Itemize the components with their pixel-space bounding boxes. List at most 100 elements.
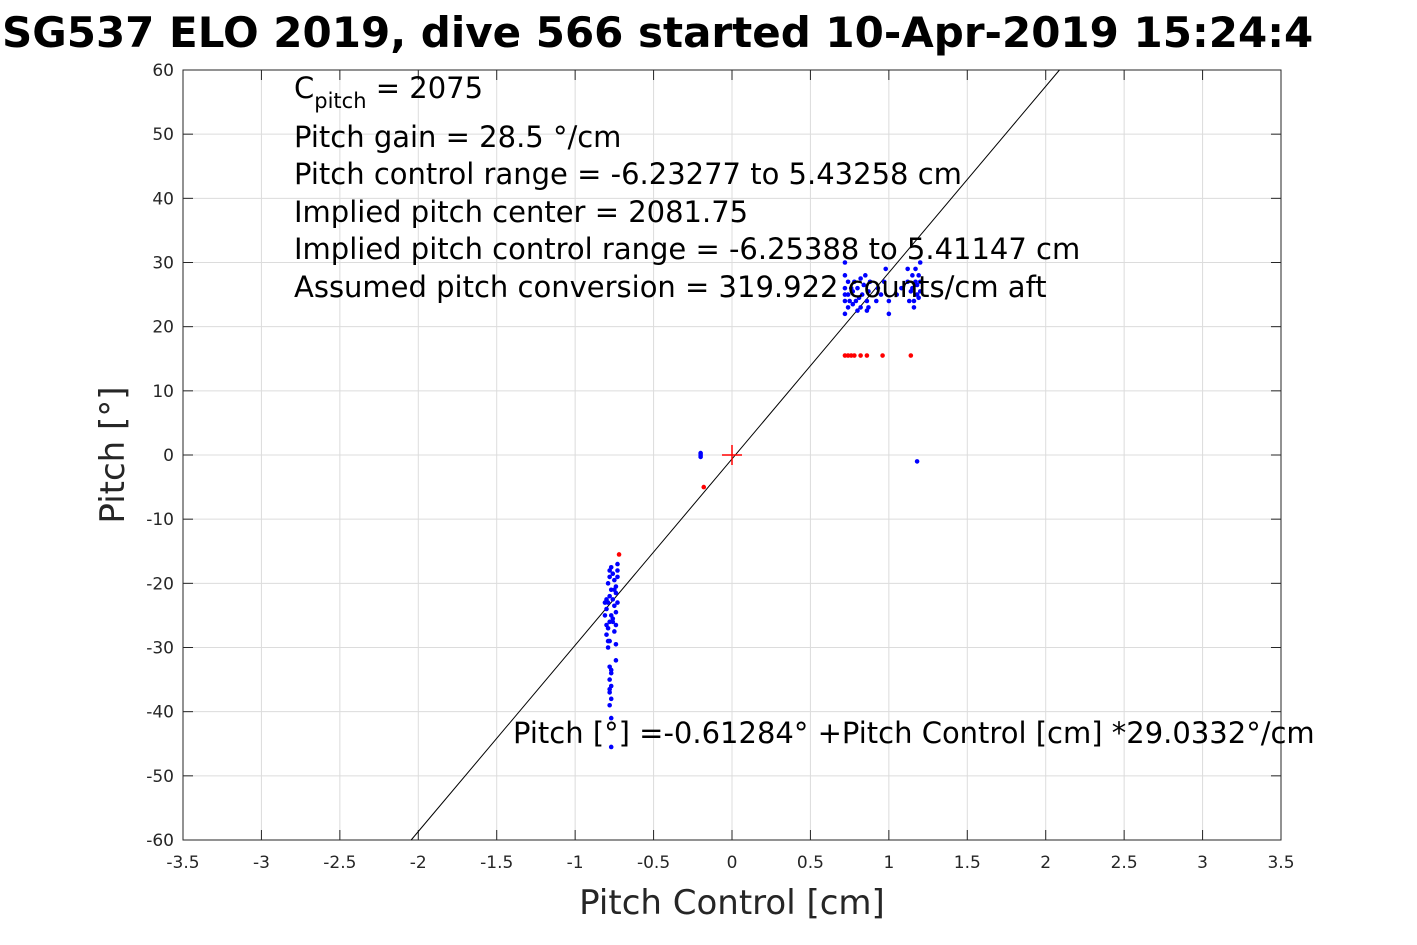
c-pitch-annotation: Cpitch = 2075 (294, 71, 483, 113)
data-point-blue (602, 613, 608, 618)
data-point-blue (613, 609, 619, 615)
x-tick-label: 3.5 (1267, 853, 1294, 873)
data-point-blue (604, 606, 609, 612)
data-point-red (908, 353, 914, 358)
data-point-blue (886, 298, 892, 304)
data-point-blue (610, 616, 616, 621)
control-range-annotation: Pitch control range = -6.23277 to 5.4325… (294, 157, 962, 191)
x-tick-label: -2.5 (323, 853, 356, 873)
data-point-blue (852, 279, 857, 285)
data-point-red (864, 353, 870, 358)
data-point-blue (878, 292, 884, 297)
data-point-blue (866, 289, 871, 294)
x-tick-label: -0.5 (637, 853, 670, 873)
data-point-blue (917, 279, 923, 285)
data-point-blue (612, 629, 617, 634)
data-point-red (701, 484, 707, 490)
y-tick-label: 40 (152, 189, 174, 209)
data-point-blue (905, 279, 910, 285)
data-point-blue (607, 574, 612, 580)
data-point-blue (604, 632, 609, 637)
data-point-blue (607, 686, 612, 692)
data-point-blue (842, 285, 848, 291)
c-pitch-symbol: C (294, 71, 314, 105)
data-point-blue (863, 273, 868, 278)
y-tick-label: -40 (146, 703, 174, 723)
data-point-blue (610, 597, 616, 602)
data-point-red (616, 552, 622, 557)
x-tick-label: 0 (727, 853, 738, 873)
data-point-blue (608, 744, 614, 750)
data-points (602, 260, 923, 750)
x-tick-label: 2 (1040, 853, 1051, 873)
data-point-blue (613, 658, 619, 663)
data-point-blue (698, 452, 703, 458)
data-point-blue (615, 574, 620, 580)
fit-equation-annotation: Pitch [°] =-0.61284° +Pitch Control [cm]… (513, 716, 1315, 750)
y-tick-label: -30 (146, 639, 174, 659)
data-point-blue (602, 600, 608, 605)
data-point-blue (610, 571, 616, 577)
data-point-blue (842, 260, 848, 265)
data-point-blue (914, 459, 920, 464)
data-point-blue (914, 282, 920, 288)
data-point-blue (875, 285, 881, 291)
x-tick-label: -3.5 (166, 853, 199, 873)
x-axis-label: Pitch Control [cm] (579, 883, 885, 923)
data-point-blue (608, 696, 614, 702)
data-point-blue (855, 308, 860, 313)
data-point-blue (906, 298, 912, 304)
data-point-blue (612, 603, 617, 609)
data-point-blue (913, 266, 918, 272)
chart-title: SG537 ELO 2019, dive 566 started 10-Apr-… (2, 8, 1313, 57)
data-point-blue (605, 581, 611, 586)
data-point-blue (607, 593, 612, 599)
data-point-blue (910, 273, 915, 278)
data-point-blue (607, 702, 612, 708)
x-tick-label: 1 (883, 853, 894, 873)
data-point-blue (604, 622, 609, 628)
x-tick-label: 1.5 (954, 853, 981, 873)
x-tick-label: -2 (410, 853, 427, 873)
data-point-blue (615, 568, 620, 573)
conversion-annotation: Assumed pitch conversion = 319.922 count… (294, 270, 1047, 304)
data-point-blue (867, 279, 873, 285)
pitch-gain-annotation: Pitch gain = 28.5 °/cm (294, 120, 621, 154)
data-point-blue (883, 266, 889, 272)
center-marker-layer (722, 445, 742, 465)
data-point-blue (607, 690, 612, 695)
data-point-blue (916, 273, 921, 278)
data-point-blue (866, 305, 871, 310)
y-axis-label: Pitch [°] (93, 386, 133, 523)
data-point-blue (845, 292, 851, 297)
data-point-blue (613, 622, 619, 628)
y-tick-label: 10 (152, 382, 174, 402)
data-point-blue (874, 298, 879, 304)
y-tick-label: -50 (146, 767, 174, 787)
data-point-blue (856, 295, 862, 301)
y-tick-label: -60 (146, 831, 174, 851)
data-point-blue (842, 311, 848, 317)
x-tick-label: -1 (567, 853, 584, 873)
x-tick-label: 2.5 (1111, 853, 1138, 873)
data-point-blue (847, 298, 852, 304)
x-axis-ticks: -3.5 -3 -2.5 -2 -1.5 -1 -0.5 0 0.5 1 1.5 2 2.5 3 3.5 (166, 70, 1295, 873)
y-tick-label: 20 (152, 318, 174, 338)
data-point-blue (910, 285, 915, 291)
x-tick-label: -3 (253, 853, 270, 873)
data-point-blue (608, 667, 614, 673)
data-point-blue (605, 645, 611, 650)
data-point-blue (916, 295, 921, 301)
data-point-blue (845, 305, 851, 310)
y-tick-label: -20 (146, 574, 174, 594)
data-point-blue (610, 619, 616, 625)
implied-range-annotation: Implied pitch control range = -6.25388 t… (294, 232, 1080, 266)
y-tick-label: -10 (146, 510, 174, 530)
data-point-blue (858, 276, 863, 281)
data-point-blue (855, 285, 860, 291)
data-point-red (880, 353, 885, 358)
y-tick-label: 50 (152, 125, 174, 145)
data-point-red (852, 353, 857, 358)
data-point-blue (881, 279, 887, 285)
data-point-red (858, 353, 863, 358)
